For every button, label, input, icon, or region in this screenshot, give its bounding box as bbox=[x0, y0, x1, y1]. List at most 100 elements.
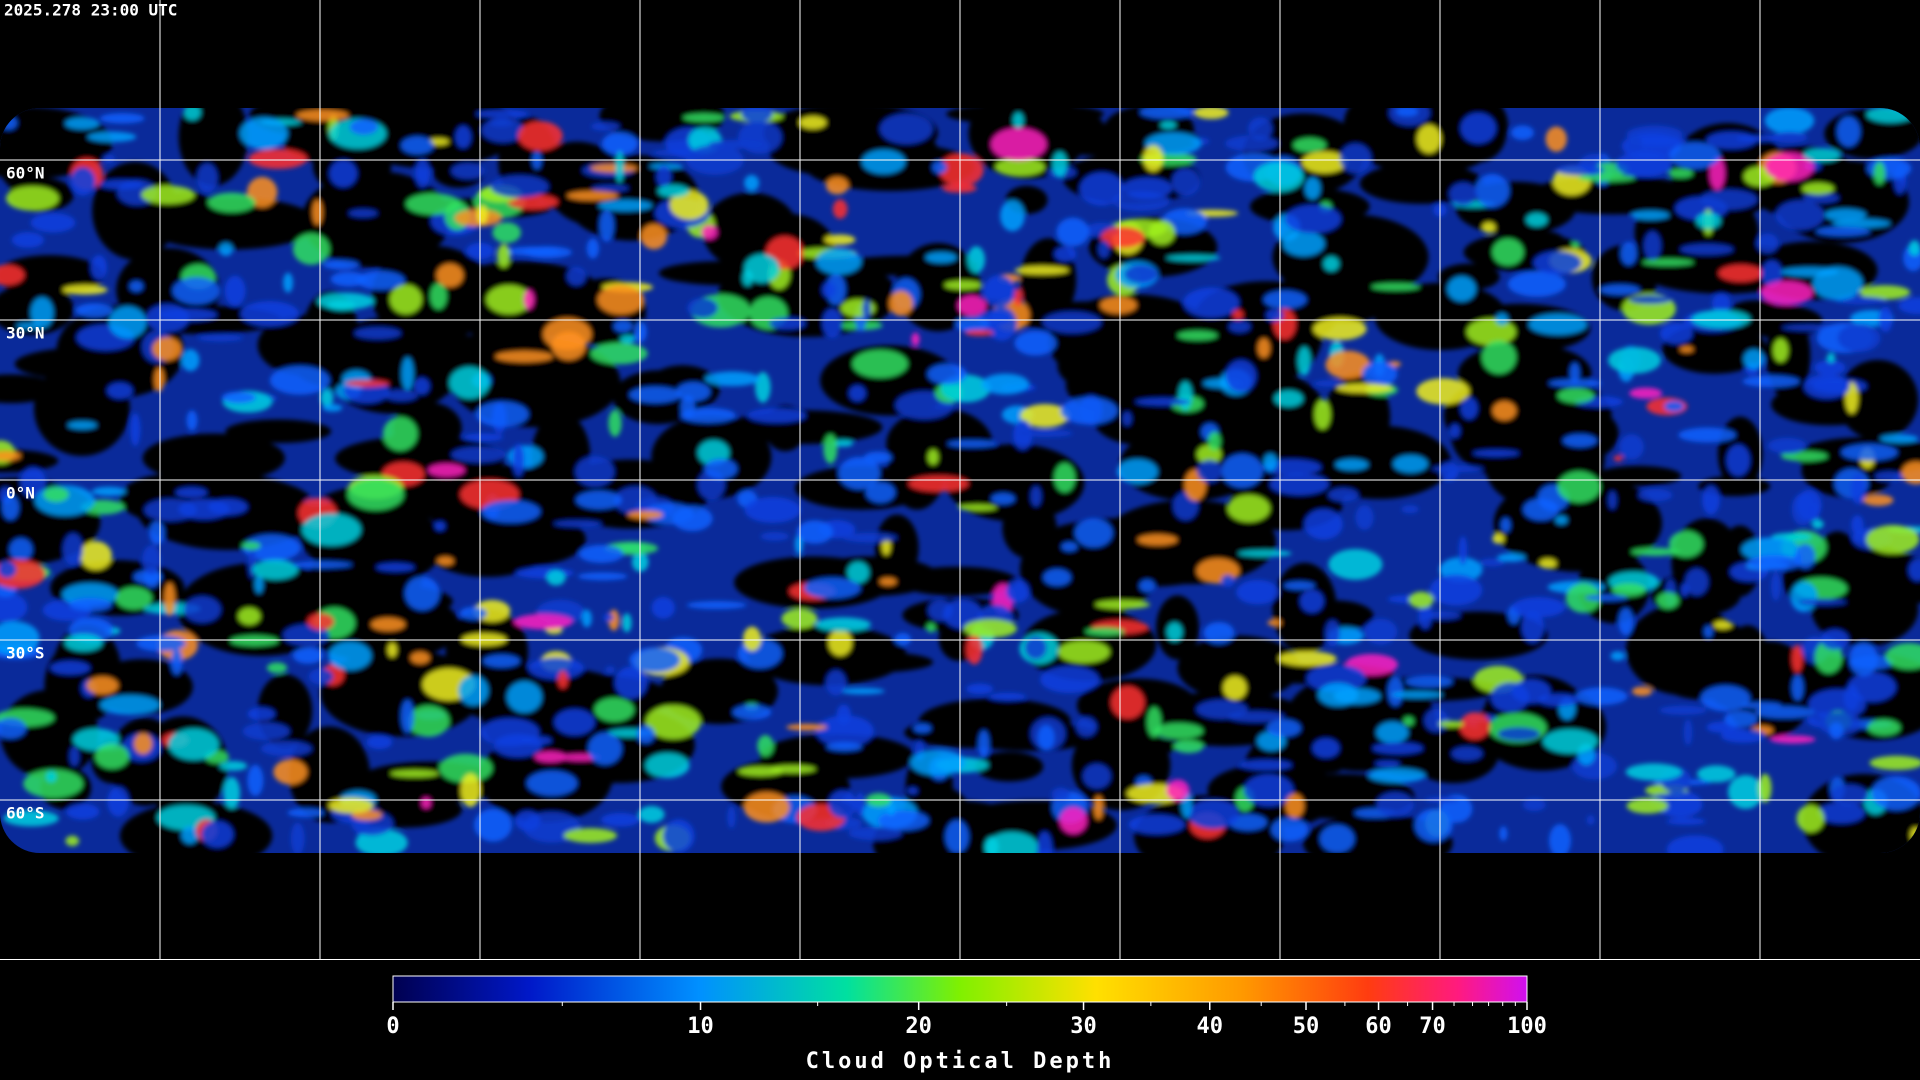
cloud bbox=[645, 752, 690, 778]
cloud bbox=[1239, 759, 1293, 771]
cloud bbox=[242, 534, 301, 562]
cloud bbox=[1449, 182, 1478, 206]
cloud bbox=[1626, 797, 1669, 814]
cloud bbox=[136, 635, 186, 652]
cloud bbox=[481, 500, 541, 523]
cloud bbox=[986, 306, 1017, 341]
cloud bbox=[1227, 494, 1270, 522]
cloud bbox=[608, 409, 622, 437]
cloud bbox=[1803, 374, 1850, 399]
cloud bbox=[95, 743, 130, 769]
cloud bbox=[223, 777, 241, 809]
cloud bbox=[599, 209, 614, 242]
cloud bbox=[828, 790, 857, 819]
cloud bbox=[507, 194, 559, 210]
cloud bbox=[181, 826, 199, 844]
cloud bbox=[1460, 112, 1497, 144]
cloud bbox=[1791, 644, 1803, 673]
cloud bbox=[1628, 136, 1687, 147]
cloud bbox=[1016, 429, 1073, 438]
cloud bbox=[1811, 519, 1824, 529]
clear-sky bbox=[301, 171, 451, 268]
cloud bbox=[1082, 763, 1111, 789]
cloud bbox=[1837, 116, 1861, 147]
colorbar-ticks: 0 10 20 30 40 50 60 70 100 bbox=[386, 1002, 1547, 1039]
cloud bbox=[1796, 805, 1825, 833]
cloud bbox=[1713, 620, 1733, 629]
cloud bbox=[848, 826, 902, 841]
cloud bbox=[620, 334, 636, 344]
cloud bbox=[1492, 533, 1505, 544]
cloud bbox=[1418, 601, 1432, 630]
cloud bbox=[1196, 699, 1248, 720]
cloud bbox=[757, 735, 774, 757]
cloud bbox=[865, 482, 896, 503]
cloud bbox=[439, 753, 493, 783]
cloud bbox=[480, 718, 540, 747]
cloud bbox=[1575, 687, 1628, 706]
cloud bbox=[1301, 151, 1347, 174]
cloud bbox=[413, 377, 430, 395]
cloud bbox=[743, 792, 790, 823]
cloud bbox=[799, 116, 827, 129]
cloud bbox=[1702, 485, 1720, 515]
cloud bbox=[1060, 397, 1118, 425]
cloud bbox=[1166, 622, 1183, 642]
cloud bbox=[66, 803, 100, 820]
cloud bbox=[1666, 835, 1724, 853]
cloud bbox=[1336, 383, 1393, 393]
cloud bbox=[406, 193, 461, 215]
cloud bbox=[1908, 559, 1920, 582]
cloud bbox=[1867, 719, 1901, 736]
cloud bbox=[978, 730, 990, 758]
cloud bbox=[1364, 618, 1398, 645]
latitude-label: 60°S bbox=[6, 804, 45, 823]
cloud bbox=[966, 683, 994, 695]
cloud bbox=[1528, 313, 1587, 335]
cloud bbox=[1720, 728, 1766, 743]
cloud bbox=[1549, 823, 1571, 853]
cloud bbox=[1500, 517, 1511, 533]
cloud bbox=[1013, 112, 1024, 129]
cloud bbox=[1539, 558, 1557, 569]
cloud bbox=[410, 652, 430, 664]
cloud bbox=[1401, 505, 1419, 514]
cloud bbox=[1780, 451, 1828, 462]
cloud bbox=[1376, 721, 1409, 744]
cloud bbox=[1304, 177, 1321, 200]
cloud bbox=[1243, 774, 1294, 807]
cloud bbox=[943, 599, 983, 629]
cloud bbox=[458, 675, 489, 706]
cloud bbox=[1449, 424, 1461, 438]
clear-sky bbox=[904, 717, 1047, 749]
cloud bbox=[183, 596, 221, 623]
cloud bbox=[1101, 226, 1145, 248]
cloud bbox=[475, 109, 529, 119]
cloud bbox=[387, 642, 397, 658]
cloud bbox=[197, 163, 218, 193]
cloud bbox=[825, 669, 847, 696]
cloud bbox=[1795, 543, 1816, 569]
cloud bbox=[1051, 787, 1071, 802]
cloud bbox=[248, 148, 308, 169]
clear-sky bbox=[14, 346, 173, 382]
cloud bbox=[0, 450, 21, 461]
cloud bbox=[407, 705, 450, 737]
cloud bbox=[1173, 739, 1204, 754]
cloud bbox=[240, 301, 299, 327]
cloud bbox=[1492, 401, 1517, 421]
latitude-label: 30°N bbox=[6, 324, 45, 343]
cloud bbox=[1253, 161, 1304, 192]
cloud bbox=[149, 521, 165, 545]
cloud bbox=[704, 458, 738, 479]
cloud bbox=[1037, 725, 1055, 751]
cloud bbox=[384, 389, 418, 402]
cloud bbox=[1325, 350, 1371, 379]
cloud bbox=[45, 771, 57, 783]
cloud bbox=[578, 544, 624, 563]
cloud bbox=[1140, 108, 1195, 119]
cloud bbox=[1293, 138, 1327, 153]
cloud bbox=[1372, 742, 1424, 755]
colorbar bbox=[392, 975, 1528, 1003]
cloud bbox=[676, 382, 711, 402]
